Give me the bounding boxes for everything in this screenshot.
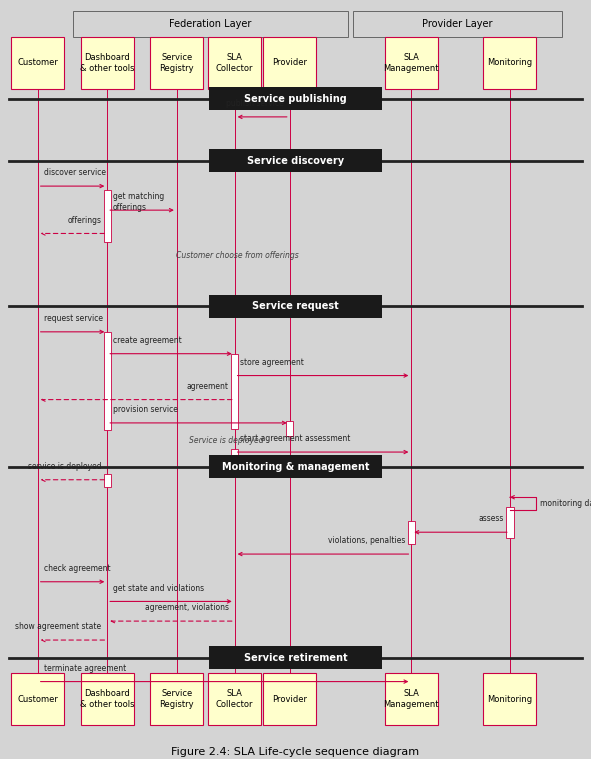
Text: show agreement state: show agreement state bbox=[15, 622, 102, 631]
Bar bbox=[483, 36, 537, 90]
Text: Provider: Provider bbox=[272, 58, 307, 68]
Text: Service
Registry: Service Registry bbox=[160, 689, 194, 709]
Text: get state and violations: get state and violations bbox=[113, 584, 204, 593]
Bar bbox=[506, 508, 514, 538]
Bar bbox=[408, 521, 415, 544]
Text: Service publishing: Service publishing bbox=[244, 93, 347, 104]
Text: offerings: offerings bbox=[67, 216, 102, 225]
Text: agreement: agreement bbox=[187, 382, 229, 391]
Bar bbox=[11, 36, 64, 90]
Text: monitoring data: monitoring data bbox=[541, 499, 591, 509]
Text: Service is deployed: Service is deployed bbox=[189, 436, 264, 445]
Text: violations, penalties: violations, penalties bbox=[328, 537, 405, 545]
Bar bbox=[483, 672, 537, 726]
Text: Customer: Customer bbox=[17, 58, 58, 68]
Text: Monitoring & management: Monitoring & management bbox=[222, 461, 369, 471]
Bar bbox=[263, 36, 316, 90]
Text: start agreement assessment: start agreement assessment bbox=[241, 434, 351, 443]
Text: assess: assess bbox=[479, 515, 504, 524]
Text: Dashboard
& other tools: Dashboard & other tools bbox=[80, 53, 135, 73]
Text: Customer: Customer bbox=[17, 694, 58, 704]
Bar bbox=[150, 672, 203, 726]
Bar bbox=[73, 11, 348, 36]
Text: Service discovery: Service discovery bbox=[247, 156, 344, 165]
Text: Customer choose from offerings: Customer choose from offerings bbox=[176, 250, 299, 260]
Text: agreement, violations: agreement, violations bbox=[145, 603, 229, 613]
Text: terminate agreement: terminate agreement bbox=[44, 664, 126, 672]
Text: Federation Layer: Federation Layer bbox=[169, 19, 251, 29]
Text: store agreement: store agreement bbox=[241, 357, 304, 367]
Text: Service
Registry: Service Registry bbox=[160, 53, 194, 73]
Text: Service retirement: Service retirement bbox=[243, 653, 348, 663]
Bar bbox=[209, 455, 382, 478]
Text: SLA
Collector: SLA Collector bbox=[216, 689, 254, 709]
Bar bbox=[209, 149, 382, 172]
Text: check agreement: check agreement bbox=[44, 564, 110, 573]
Text: Service request: Service request bbox=[252, 301, 339, 311]
Text: Monitoring: Monitoring bbox=[487, 694, 532, 704]
Bar bbox=[385, 672, 438, 726]
Text: SLA
Management: SLA Management bbox=[384, 689, 439, 709]
Bar bbox=[209, 87, 382, 110]
Bar bbox=[231, 449, 238, 461]
Bar bbox=[209, 294, 382, 318]
Text: SLA
Management: SLA Management bbox=[384, 53, 439, 73]
Bar bbox=[80, 672, 134, 726]
Bar bbox=[103, 190, 111, 242]
Text: service is deployed: service is deployed bbox=[28, 462, 102, 471]
Text: discover service: discover service bbox=[44, 168, 106, 178]
Bar bbox=[231, 354, 238, 429]
Text: provision service: provision service bbox=[113, 405, 178, 414]
Bar bbox=[209, 646, 382, 669]
Bar bbox=[103, 332, 111, 430]
Text: offerings: offerings bbox=[113, 203, 147, 212]
Text: request service: request service bbox=[44, 314, 103, 323]
Text: SLA
Collector: SLA Collector bbox=[216, 53, 254, 73]
Text: Monitoring: Monitoring bbox=[487, 58, 532, 68]
Bar bbox=[263, 672, 316, 726]
Bar bbox=[385, 36, 438, 90]
Text: Provider Layer: Provider Layer bbox=[423, 19, 493, 29]
Text: get matching: get matching bbox=[113, 193, 164, 201]
Bar bbox=[150, 36, 203, 90]
Text: Provider: Provider bbox=[272, 694, 307, 704]
Text: create agreement: create agreement bbox=[113, 336, 182, 345]
Bar bbox=[286, 421, 294, 436]
Bar bbox=[11, 672, 64, 726]
Bar bbox=[103, 474, 111, 487]
Text: publish service: publish service bbox=[226, 99, 284, 108]
Text: Dashboard
& other tools: Dashboard & other tools bbox=[80, 689, 135, 709]
Bar bbox=[208, 36, 261, 90]
Bar bbox=[353, 11, 562, 36]
Bar bbox=[80, 36, 134, 90]
Text: Figure 2.4: SLA Life-cycle sequence diagram: Figure 2.4: SLA Life-cycle sequence diag… bbox=[171, 748, 420, 757]
Bar bbox=[208, 672, 261, 726]
